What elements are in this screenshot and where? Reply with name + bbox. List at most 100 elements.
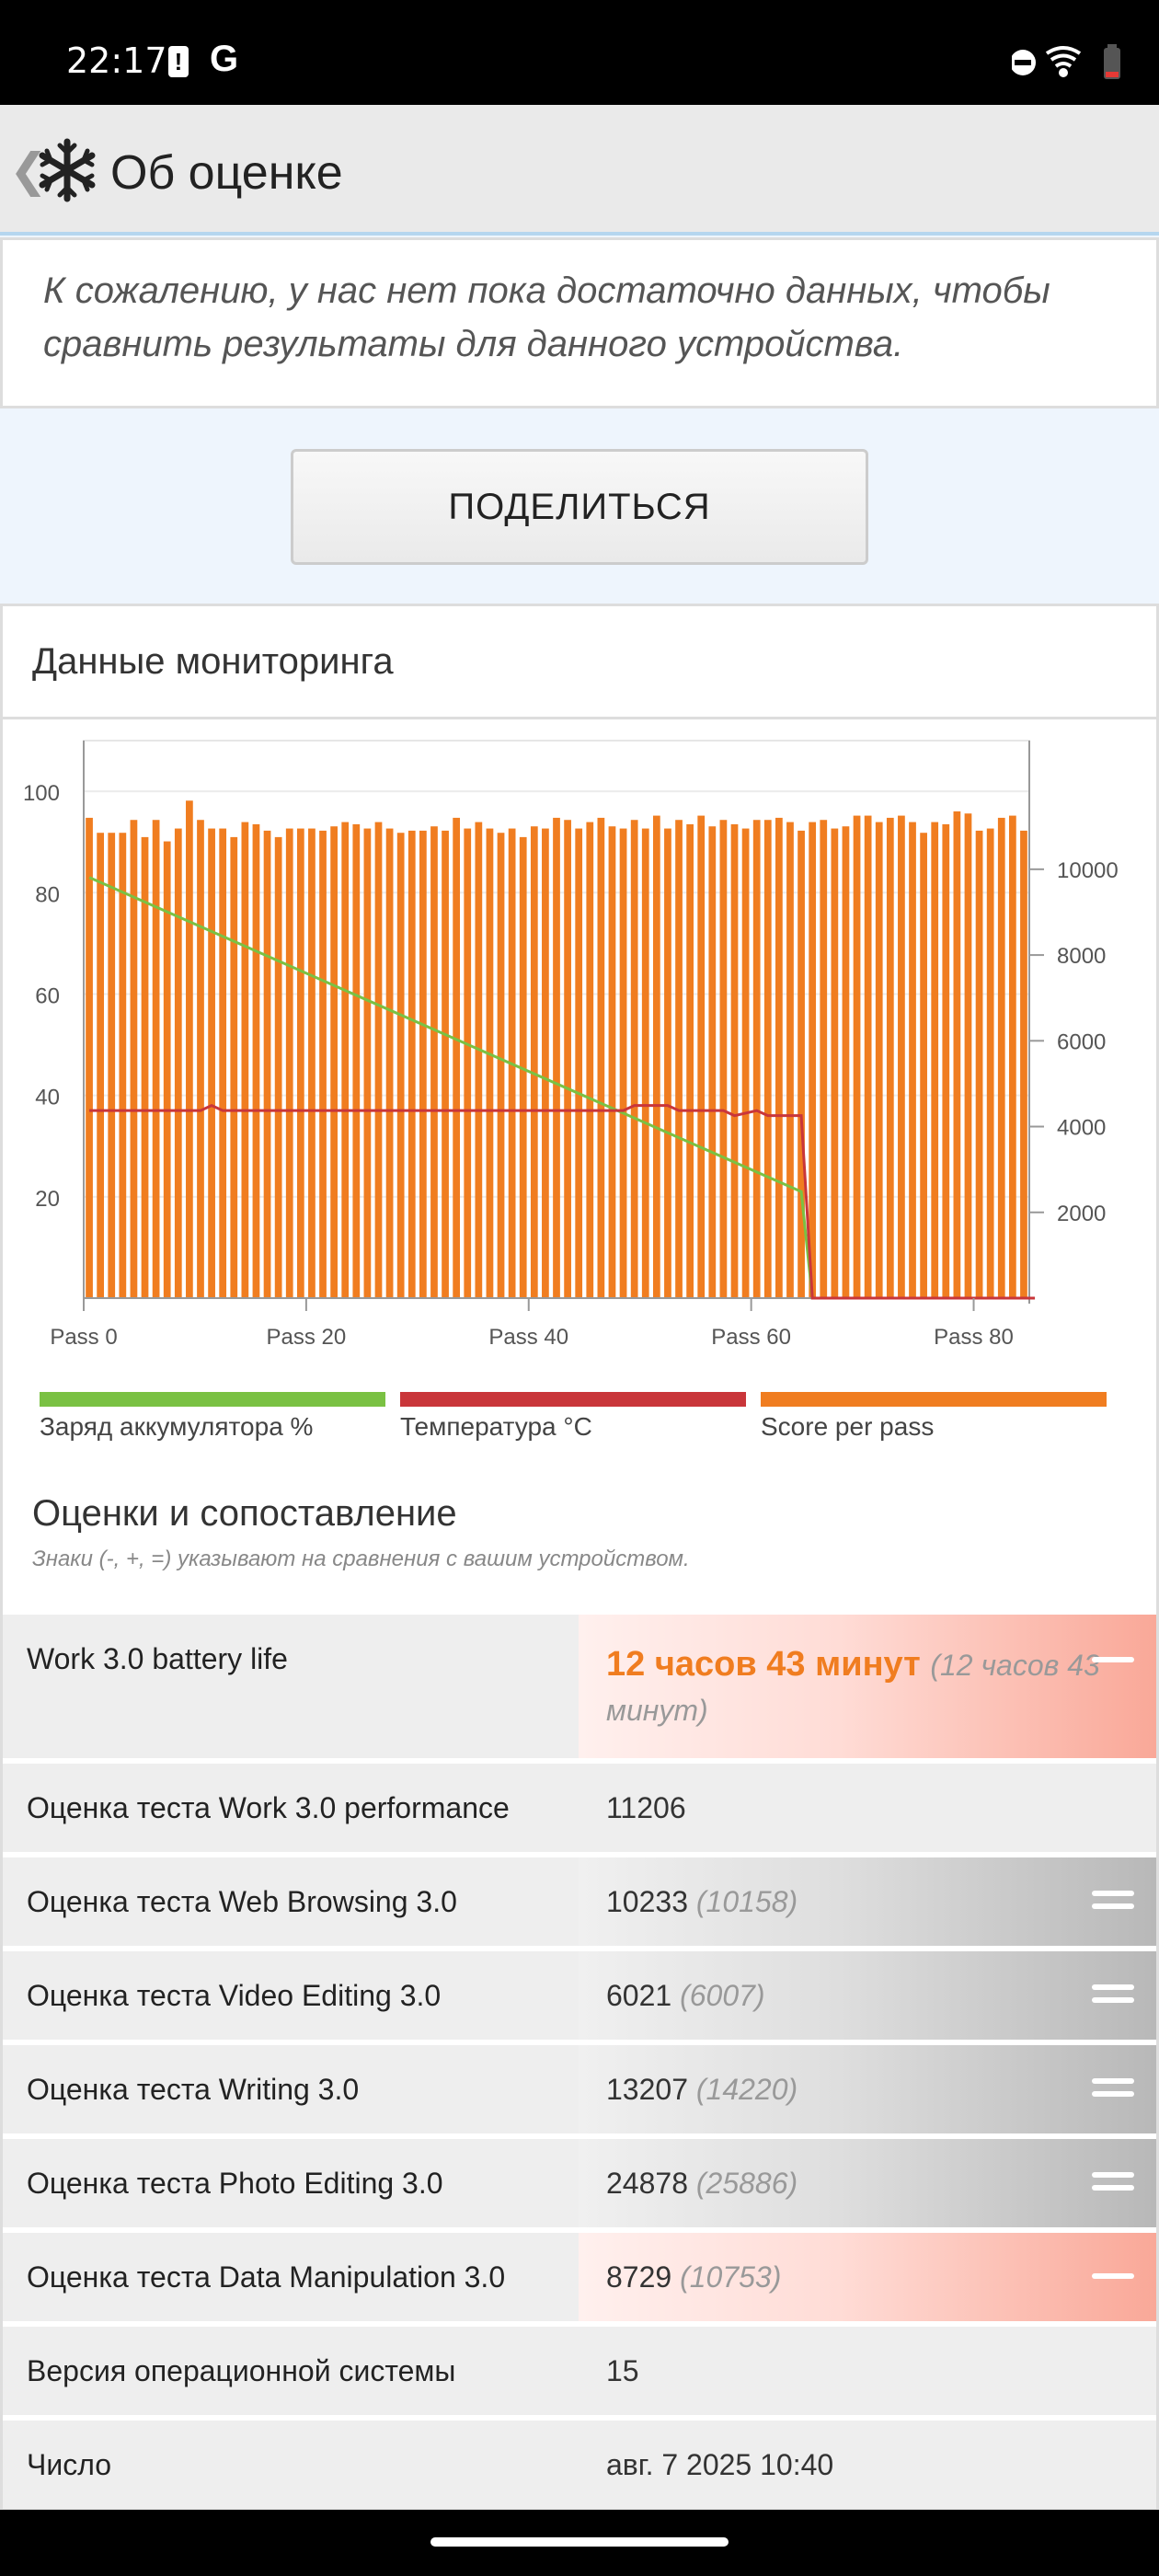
score-bar [252,823,260,1298]
score-bar [319,830,327,1298]
score-bar [274,836,282,1298]
y-left-tick-label: 60 [35,983,60,1008]
y-left-tick-label: 80 [35,882,60,907]
score-bar [186,800,193,1298]
score-bar [230,836,238,1298]
score-bar [775,817,783,1298]
score-cell: авг. 7 2025 10:40 [579,2421,1156,2509]
score-bar [763,820,772,1298]
score-bar [130,820,138,1298]
score-bar [931,822,939,1298]
score-bar [174,828,182,1298]
y-left-tick-label: 40 [35,1086,60,1110]
y-right-tick-label: 2000 [1057,1202,1106,1226]
score-bar [942,823,950,1298]
score-value: авг. 7 2025 10:40 [606,2448,834,2481]
score-bar [575,828,583,1298]
score-bar [664,828,671,1298]
x-tick-label: Pass 20 [267,1325,347,1350]
score-bar [1020,830,1027,1298]
y-left-tick-label: 100 [23,781,60,806]
score-label: Оценка теста Work 3.0 performance [27,1791,510,1824]
score-cell: 6021 (6007) [579,1951,1156,2040]
score-bar [530,826,538,1298]
score-bar [798,830,805,1298]
snowflake-icon [39,138,96,202]
score-bar [442,830,449,1298]
score-bar [920,833,927,1298]
table-row: Число авг. 7 2025 10:40 [3,2421,1156,2509]
score-bar [1008,815,1016,1298]
score-label: Версия операционной системы [27,2354,456,2387]
score-bar [686,823,694,1298]
score-bar [986,828,994,1298]
score-cell: 8729 (10753) [579,2233,1156,2321]
score-value: 10233 (10158) [606,1885,798,1918]
score-bar [97,833,105,1298]
legend-swatch-temperature [400,1392,746,1407]
score-bar [809,822,817,1298]
score-bar [786,822,794,1298]
home-handle[interactable] [430,2537,729,2547]
x-tick-label: Pass 0 [50,1325,117,1350]
score-label: Оценка теста Writing 3.0 [27,2073,360,2106]
score-bar [486,828,494,1298]
score-cell: 10233 (10158) [579,1857,1156,1946]
score-bar [564,820,571,1298]
score-bar [820,820,828,1298]
score-bar [419,830,427,1298]
score-bar [586,822,594,1298]
score-cell: 12 часов 43 минут (12 часов 43 минут) [579,1615,1156,1758]
score-bar [152,820,160,1298]
score-bar [430,826,438,1298]
score-bar [898,815,905,1298]
score-bar [842,826,850,1298]
page-title: Об оценке [110,146,343,200]
score-value: 13207 (14220) [606,2073,798,2106]
table-row: Версия операционной системы 15 [3,2327,1156,2415]
equal-icon [1092,2078,1134,2104]
score-bar [964,813,972,1298]
score-bar [542,828,549,1298]
legend-label-temperature: Температура °C [400,1412,592,1441]
monitoring-chart: 20 40 60 80 100 2000 4000 6000 8000 10000 Pass 0 Pa… [23,740,1119,1350]
legend-battery: Заряд аккумулятора % [40,1392,385,1442]
battery-ref-value: (12 часов 43 минут) [606,1649,1100,1727]
score-bar [285,828,293,1298]
score-bar [708,826,717,1298]
score-value: 6021 (6007) [606,1979,765,2012]
score-bar [875,822,883,1298]
score-bar [208,828,215,1298]
score-bar [675,820,683,1298]
score-bar [108,833,116,1298]
share-button[interactable]: ПОДЕЛИТЬСЯ [291,449,868,565]
monitoring-card: Данные мониторинга 20 40 60 80 100 2000 4000 60… [0,604,1159,2510]
y-right-tick-label: 10000 [1057,858,1119,883]
minus-icon [1092,1657,1134,1670]
notice-card: К сожалению, у нас нет пока достаточно д… [0,237,1159,408]
score-bar [407,830,416,1298]
score-value: 24878 (25886) [606,2167,798,2200]
score-label: Оценка теста Data Manipulation 3.0 [27,2260,506,2294]
alert-icon: ! [168,46,189,77]
status-time: 22:17 [66,40,167,81]
x-tick-label: Pass 60 [711,1325,791,1350]
app-bar: ❮ Об оценке [0,105,1159,236]
status-icons [1012,44,1120,79]
score-bar [296,828,304,1298]
score-cell: 11206 [579,1764,1156,1852]
score-bar [141,836,149,1298]
y-right-tick-label: 6000 [1057,1029,1106,1054]
score-cell: 13207 (14220) [579,2045,1156,2133]
table-row-battery: Work 3.0 battery life 12 часов 43 минут … [3,1615,1156,1758]
battery-main-value: 12 часов 43 минут [606,1645,921,1684]
table-row: Оценка теста Work 3.0 performance 11206 [3,1764,1156,1852]
score-bar [308,828,316,1298]
dnd-icon [1012,50,1036,75]
score-bar [697,815,706,1298]
score-cell: 24878 (25886) [579,2139,1156,2227]
score-label: Оценка теста Photo Editing 3.0 [27,2167,443,2200]
legend-swatch-battery [40,1392,385,1407]
score-bar [909,822,916,1298]
score-bar [119,833,127,1298]
